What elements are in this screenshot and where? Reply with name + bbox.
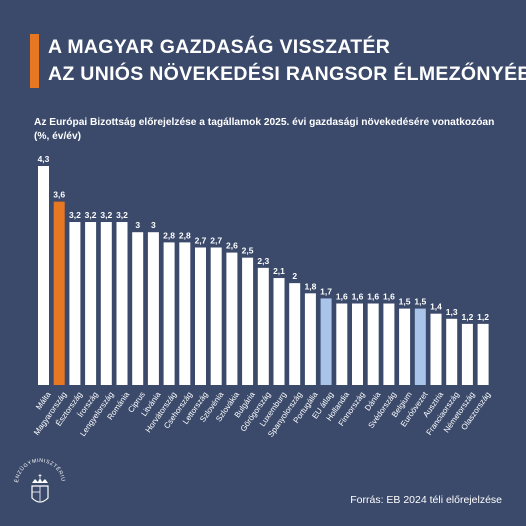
bar-euroovezet <box>414 308 426 385</box>
ministry-logo: PÉNZÜGYMINISZTÉRIUM <box>10 448 66 503</box>
bar-szlovakia <box>226 252 238 385</box>
value-label-ciprus: 3 <box>135 220 140 230</box>
bar-ausztria <box>430 313 442 385</box>
value-label-szlovenia: 2,7 <box>210 235 222 245</box>
value-label-hollandia: 1,6 <box>336 292 348 302</box>
value-label-svedorszag: 1,6 <box>383 292 395 302</box>
bar-luxemburg <box>273 278 285 385</box>
bar-belgium <box>399 308 411 385</box>
bar-dania <box>367 303 379 385</box>
value-label-eu-atlag: 1,7 <box>320 286 332 296</box>
bar-spanyolorszag <box>289 283 301 385</box>
value-label-luxemburg: 2,1 <box>273 266 285 276</box>
value-label-lengyelorszag: 3,2 <box>100 210 112 220</box>
bar-lettorszag <box>195 247 206 385</box>
bar-szlovenia <box>210 247 222 385</box>
value-label-olaszorszag: 1,2 <box>477 312 489 322</box>
bar-hollandia <box>336 303 348 385</box>
bar-eu-atlag <box>320 298 332 385</box>
value-label-litvania: 3 <box>151 220 156 230</box>
bar-svedorszag <box>383 303 395 385</box>
bar-lengyelorszag <box>100 222 112 385</box>
bar-ciprus <box>132 232 144 385</box>
value-label-portugalia: 1,8 <box>304 281 316 291</box>
value-label-malta: 4,3 <box>38 154 50 164</box>
bar-irorszag <box>85 222 97 385</box>
value-label-magyarorszag: 3,6 <box>53 190 65 200</box>
value-label-horvatorszag: 2,8 <box>163 230 175 240</box>
bar-litvania <box>147 232 159 385</box>
value-label-csehorszag: 2,8 <box>179 230 191 240</box>
title-accent-bar <box>30 34 39 88</box>
bar-csehorszag <box>179 242 191 385</box>
value-label-finnorszag: 1,6 <box>352 292 364 302</box>
bar-olaszorszag <box>477 323 489 385</box>
chart-subtitle: Az Európai Bizottság előrejelzése a tagá… <box>34 117 495 142</box>
page-title: A MAGYAR GAZDASÁG VISSZATÉR AZ UNIÓS NÖV… <box>48 34 526 88</box>
svg-text:PÉNZÜGYMINISZTÉRIUM: PÉNZÜGYMINISZTÉRIUM <box>10 448 66 483</box>
value-label-ausztria: 1,4 <box>430 302 442 312</box>
value-label-lettorszag: 2,7 <box>195 235 207 245</box>
bar-finnorszag <box>352 303 363 385</box>
title-line-2: AZ UNIÓS NÖVEKEDÉSI RANGSOR ÉLMEZŐNYÉBE <box>48 63 526 85</box>
bar-horvatorszag <box>163 242 175 385</box>
bar-esztorszag <box>69 222 81 385</box>
value-label-romania: 3,2 <box>116 210 128 220</box>
value-label-bulgaria: 2,5 <box>242 246 254 256</box>
logo-text: PÉNZÜGYMINISZTÉRIUM <box>10 448 65 483</box>
bar-nemetorszag <box>461 323 473 385</box>
value-label-spanyolorszag: 2 <box>292 271 297 281</box>
bar-franciaorszag <box>446 318 458 385</box>
value-label-dania: 1,6 <box>367 292 379 302</box>
bar-bulgaria <box>242 257 254 385</box>
bar-malta <box>38 166 49 385</box>
value-label-euroovezet: 1,5 <box>414 297 426 307</box>
value-label-irorszag: 3,2 <box>85 210 97 220</box>
bar-portugalia <box>304 293 316 385</box>
value-label-szlovakia: 2,6 <box>226 241 238 251</box>
value-label-belgium: 1,5 <box>399 297 411 307</box>
source-note: Forrás: EB 2024 téli előrejelzése <box>350 494 502 506</box>
bar-romania <box>116 222 128 385</box>
value-label-gorogorszag: 2,3 <box>257 256 269 266</box>
value-label-esztorszag: 3,2 <box>69 210 81 220</box>
value-label-nemetorszag: 1,2 <box>461 312 473 322</box>
value-label-franciaorszag: 1,3 <box>446 307 458 317</box>
title-line-1: A MAGYAR GAZDASÁG VISSZATÉR <box>48 36 391 58</box>
bar-magyarorszag <box>53 201 65 385</box>
bar-gorogorszag <box>257 267 269 385</box>
